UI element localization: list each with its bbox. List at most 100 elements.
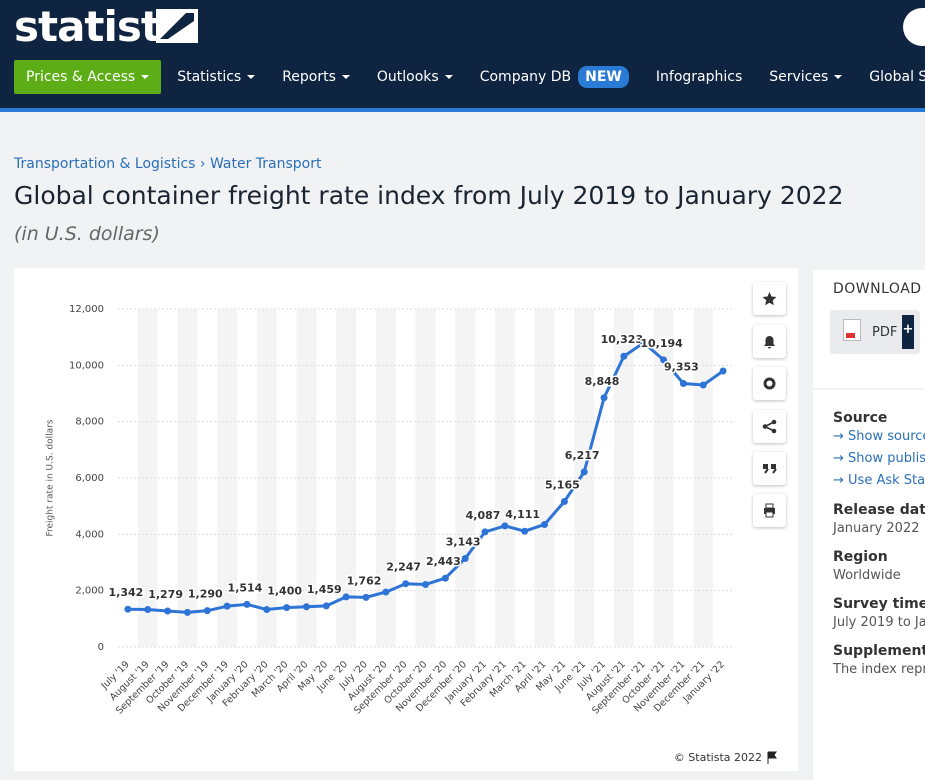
pdf-icon [843, 319, 861, 341]
notify-button[interactable] [753, 325, 786, 358]
cite-button[interactable] [753, 452, 786, 485]
value-label: 6,217 [565, 449, 600, 462]
point [203, 607, 211, 615]
point [660, 356, 668, 364]
value-label: 1,762 [347, 574, 382, 587]
value-label: 4,087 [466, 509, 501, 522]
band [574, 309, 595, 647]
point [481, 528, 489, 536]
value-label: 9,353 [664, 361, 699, 374]
value-label: 1,279 [148, 588, 183, 601]
info-text: Worldwide [833, 568, 901, 583]
y-tick-label: 8,000 [75, 417, 104, 428]
info-link[interactable]: → Show publisher information [833, 448, 925, 470]
point [461, 554, 469, 562]
new-badge: NEW [578, 66, 629, 88]
info-heading: Source [833, 410, 888, 426]
page-subtitle: (in U.S. dollars) [14, 223, 160, 245]
info-link[interactable]: → Use Ask Statista Research Service [833, 470, 925, 492]
point [164, 607, 172, 615]
page-title: Global container freight rate index from… [14, 181, 844, 210]
header: statista Prices & Access Statistics Report… [0, 0, 925, 112]
value-label: 4,111 [505, 508, 540, 521]
pdf-plus: + [902, 315, 914, 349]
info-link-text: Show source [848, 429, 925, 444]
value-label: 1,459 [307, 583, 342, 596]
value-label: 1,290 [188, 588, 223, 601]
value-label: 10,323 [601, 333, 643, 346]
point [302, 603, 310, 611]
band [534, 309, 555, 647]
nav-item[interactable]: Statistics [177, 69, 256, 85]
info-heading: Release date [833, 502, 925, 518]
info-heading: Region [833, 549, 888, 565]
logo-mark [156, 9, 198, 43]
download-heading: DOWNLOAD [833, 281, 922, 297]
point [600, 394, 608, 402]
value-label: 8,848 [585, 375, 620, 388]
point [521, 527, 529, 535]
value-label: 2,443 [426, 555, 461, 568]
point [580, 468, 588, 476]
favorite-button[interactable] [753, 282, 786, 315]
nav-item[interactable]: Global Survey [869, 69, 925, 85]
breadcrumb-link[interactable]: Water Transport [209, 156, 322, 172]
band [415, 309, 436, 647]
point [362, 593, 370, 601]
y-tick-label: 10,000 [69, 360, 104, 371]
point [144, 606, 152, 614]
point [620, 352, 628, 360]
info-heading: Survey time period [833, 596, 925, 612]
pdf-label: PDF [872, 325, 898, 340]
point [382, 588, 390, 596]
value-label: 10,194 [640, 337, 683, 350]
band [375, 309, 396, 647]
breadcrumb: Transportation & Logistics › Water Trans… [14, 156, 322, 172]
point [640, 339, 648, 347]
nav-item[interactable]: Outlooks [377, 69, 453, 85]
share-button[interactable] [753, 410, 786, 443]
y-tick-label: 12,000 [69, 304, 104, 315]
info-text: January 2022 [833, 521, 920, 536]
point [223, 602, 231, 610]
point [699, 381, 707, 389]
y-tick-label: 6,000 [75, 473, 104, 484]
print-button[interactable] [753, 494, 786, 527]
value-label: 3,143 [446, 535, 481, 548]
point [679, 380, 687, 388]
y-tick-label: 2,000 [75, 586, 104, 597]
point [541, 520, 549, 528]
point [422, 580, 429, 588]
nav-item[interactable]: Infographics [655, 69, 743, 85]
band [494, 309, 515, 647]
info-link-text: Use Ask Statista Research Service [848, 473, 925, 488]
value-label: 2,247 [386, 561, 421, 574]
credit: © Statista 2022 [674, 751, 762, 764]
value-label: 1,342 [109, 586, 144, 599]
point [263, 606, 271, 614]
nav: Prices & Access Statistics Reports Outlooks… [14, 59, 925, 95]
info-heading: Supplementary notes [833, 643, 925, 659]
info-link[interactable]: → Show source [833, 426, 925, 448]
info-panel: Source→ Show source→ Show publisher info… [813, 390, 925, 780]
y-tick-label: 0 [98, 642, 104, 653]
point [183, 608, 191, 616]
flag-icon [767, 751, 777, 764]
chart: Freight rate in U.S. dollars © Statista … [46, 304, 777, 764]
point [124, 605, 132, 613]
nav-item[interactable]: Company DB [479, 69, 572, 85]
download-panel: DOWNLOAD PDF + [813, 270, 925, 388]
nav-item[interactable]: Services [769, 69, 843, 85]
info-link-text: Show publisher information [848, 451, 925, 466]
point [402, 580, 410, 588]
y-tick-label: 4,000 [75, 529, 104, 540]
nav-item[interactable]: Prices & Access [14, 60, 162, 94]
settings-button[interactable] [753, 367, 786, 400]
breadcrumb-link[interactable]: Transportation & Logistics [14, 156, 196, 172]
pdf-button[interactable]: PDF + [830, 310, 920, 354]
value-label: 5,165 [545, 479, 580, 492]
search-box[interactable] [903, 8, 925, 46]
info-text: July 2019 to January 2022 [833, 615, 925, 630]
nav-item[interactable]: Reports [282, 69, 350, 85]
